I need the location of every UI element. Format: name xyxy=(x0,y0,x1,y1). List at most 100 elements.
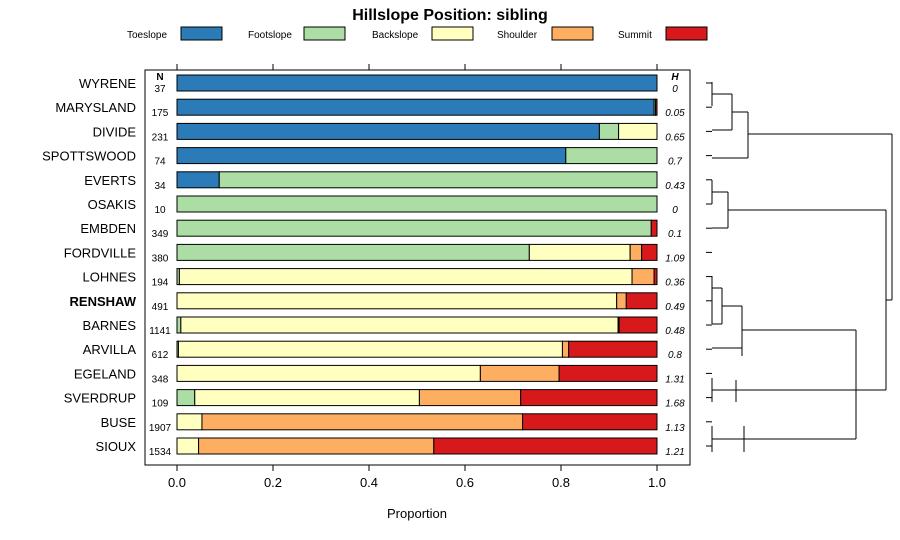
bar-row: OSAKIS 10 0 xyxy=(88,195,678,216)
bar-segment xyxy=(650,219,658,237)
row-label: EVERTS xyxy=(84,173,136,188)
n-header: N xyxy=(156,72,163,83)
legend-label: Shoulder xyxy=(497,30,538,41)
bar-segment xyxy=(176,292,618,310)
bar-segment xyxy=(176,147,567,165)
legend-swatch xyxy=(303,26,346,41)
row-label: MARYSLAND xyxy=(55,100,136,115)
n-value: 10 xyxy=(154,205,166,216)
n-value: 1907 xyxy=(149,423,172,434)
h-value: 1.31 xyxy=(665,374,684,385)
n-value: 612 xyxy=(152,350,169,361)
row-label: SPOTTSWOOD xyxy=(42,149,136,164)
row-label: WYRENE xyxy=(79,76,136,91)
bar-segment xyxy=(176,364,481,382)
bar-segment xyxy=(176,74,658,92)
bar-segment xyxy=(528,243,631,261)
row-label: DIVIDE xyxy=(93,124,137,139)
bar-segment xyxy=(561,340,570,358)
h-value: 0.65 xyxy=(665,132,685,143)
x-tick-label: 0.8 xyxy=(552,475,570,490)
h-value: 0.49 xyxy=(665,302,685,313)
bar-segment xyxy=(618,316,658,334)
n-value: 34 xyxy=(154,181,166,192)
n-value: 380 xyxy=(152,253,169,264)
bar-segment xyxy=(198,437,435,455)
n-value: 491 xyxy=(152,302,169,313)
bar-row: FORDVILLE 380 1.09 xyxy=(64,243,685,264)
bar-segment xyxy=(631,268,655,286)
row-label: ARVILLA xyxy=(83,342,137,357)
bar-segment xyxy=(558,364,658,382)
bar-segment xyxy=(520,389,658,407)
h-value: 0.7 xyxy=(668,157,682,168)
n-value: 37 xyxy=(154,84,166,95)
bar-row: SPOTTSWOOD 74 0.7 xyxy=(42,147,682,168)
row-label: FORDVILLE xyxy=(64,245,137,260)
h-value: 0 xyxy=(672,84,678,95)
bar-segment xyxy=(479,364,560,382)
n-value: 231 xyxy=(152,132,169,143)
row-label: LOHNES xyxy=(83,270,137,285)
bar-segment xyxy=(180,316,619,334)
n-value: 1534 xyxy=(149,447,172,458)
legend-label: Footslope xyxy=(248,30,292,41)
row-label: BUSE xyxy=(101,415,137,430)
bar-segment xyxy=(433,437,658,455)
bar-segment xyxy=(598,122,620,140)
bar-segment xyxy=(176,389,196,407)
bar-segment xyxy=(653,268,658,286)
h-value: 0.05 xyxy=(665,108,685,119)
legend-label: Summit xyxy=(618,30,652,41)
bar-segment xyxy=(194,389,420,407)
h-value: 1.09 xyxy=(665,253,685,264)
bar-segment xyxy=(655,98,658,116)
bar-segment xyxy=(176,195,658,213)
bar-row: EVERTS 34 0.43 xyxy=(84,171,685,192)
bar-row: BARNES 1141 0.48 xyxy=(83,316,685,337)
row-label: EGELAND xyxy=(74,366,136,381)
bar-row: EMBDEN 349 0.1 xyxy=(80,219,682,240)
bar-row: WYRENE 37 0 xyxy=(79,74,678,95)
bar-segment xyxy=(177,340,563,358)
bar-row: RENSHAW 491 0.49 xyxy=(70,292,685,313)
legend: Toeslope Footslope Backslope Shoulder Summit xyxy=(127,26,708,41)
bar-segment xyxy=(629,243,643,261)
bar-segment xyxy=(176,98,655,116)
bar-segment xyxy=(176,413,203,431)
bar-row: BUSE 1907 1.13 xyxy=(101,413,685,434)
bar-segment xyxy=(641,243,658,261)
bar-segment xyxy=(618,122,658,140)
x-tick-label: 0.4 xyxy=(360,475,378,490)
n-value: 175 xyxy=(152,108,169,119)
h-header: H xyxy=(671,72,679,83)
panel-frame xyxy=(144,69,691,466)
bar-segment xyxy=(522,413,658,431)
bar-row: DIVIDE 231 0.65 xyxy=(93,122,685,143)
bar-segment xyxy=(176,171,220,189)
n-value: 348 xyxy=(152,374,169,385)
n-value: 349 xyxy=(152,229,169,240)
legend-swatch xyxy=(431,26,474,41)
bar-row: ARVILLA 612 0.8 xyxy=(83,340,682,361)
h-value: 0.36 xyxy=(665,278,685,289)
h-value: 1.21 xyxy=(665,447,684,458)
bar-segment xyxy=(178,268,633,286)
bar-segment xyxy=(176,122,600,140)
chart-title: Hillslope Position: sibling xyxy=(352,7,548,24)
bar-row: LOHNES 194 0.36 xyxy=(83,268,685,289)
x-tick-label: 0.2 xyxy=(264,475,282,490)
x-tick-label: 0.6 xyxy=(456,475,474,490)
plot-area: 0.0 0.2 0.4 0.6 0.8 1.0 N H WYRENE 37 0 MARYSLAND 17… xyxy=(42,64,691,490)
x-axis-title: Proportion xyxy=(387,506,447,521)
row-label: SVERDRUP xyxy=(64,391,136,406)
bar-segment xyxy=(176,316,182,334)
legend-swatch xyxy=(551,26,594,41)
n-value: 109 xyxy=(152,399,169,410)
bar-row: EGELAND 348 1.31 xyxy=(74,364,685,385)
bar-segment xyxy=(616,292,627,310)
legend-swatch xyxy=(180,26,223,41)
h-value: 0.43 xyxy=(665,181,685,192)
bar-segment xyxy=(565,147,658,165)
h-value: 1.68 xyxy=(665,399,685,410)
